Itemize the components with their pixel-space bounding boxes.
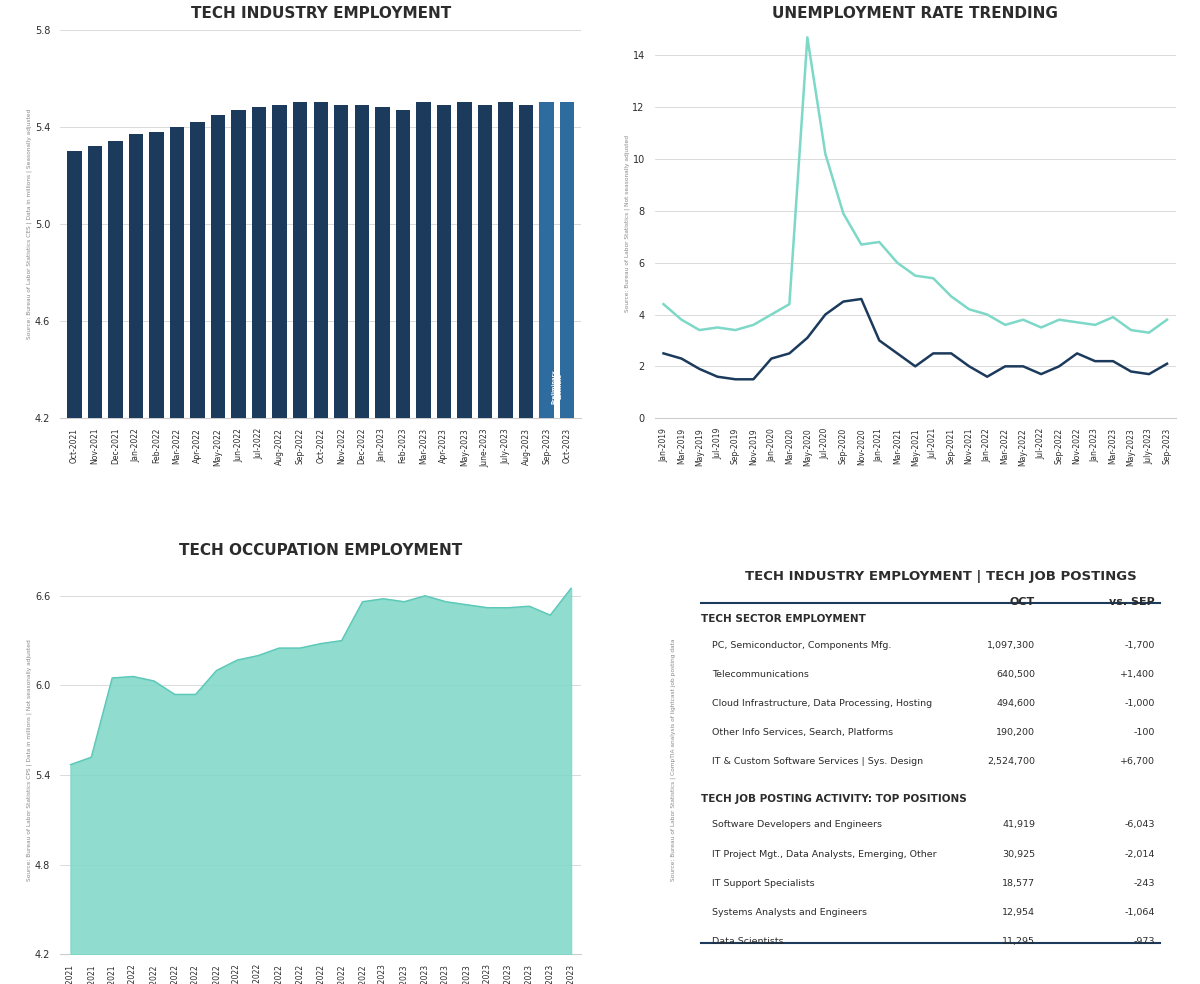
Text: +6,700: +6,700	[1120, 758, 1156, 767]
Bar	[252, 107, 266, 984]
Text: -2,014: -2,014	[1124, 849, 1156, 859]
Text: 640,500: 640,500	[996, 670, 1036, 679]
Text: IT & Custom Software Services | Sys. Design: IT & Custom Software Services | Sys. Des…	[712, 758, 923, 767]
Text: TECH INDUSTRY EMPLOYMENT | TECH JOB POSTINGS: TECH INDUSTRY EMPLOYMENT | TECH JOB POST…	[745, 570, 1138, 583]
Text: IT Support Specialists: IT Support Specialists	[712, 879, 815, 888]
Text: 190,200: 190,200	[996, 728, 1036, 737]
Bar	[128, 134, 143, 984]
Text: vs. SEP: vs. SEP	[1109, 597, 1156, 607]
Text: 41,919: 41,919	[1002, 821, 1036, 830]
Title: TECH INDUSTRY EMPLOYMENT: TECH INDUSTRY EMPLOYMENT	[191, 7, 451, 22]
Text: -1,000: -1,000	[1124, 699, 1156, 707]
Bar	[272, 105, 287, 984]
Text: Preliminary
Estimate: Preliminary Estimate	[552, 369, 563, 403]
Y-axis label: Source: Bureau of Labor Statistics | Not seasonally adjusted: Source: Bureau of Labor Statistics | Not…	[624, 136, 630, 312]
Text: TECH SECTOR EMPLOYMENT: TECH SECTOR EMPLOYMENT	[702, 614, 866, 625]
Bar	[211, 114, 226, 984]
Bar	[191, 122, 205, 984]
Text: 18,577: 18,577	[1002, 879, 1036, 888]
Bar	[149, 132, 163, 984]
Bar	[334, 105, 348, 984]
Bar	[376, 107, 390, 984]
Y-axis label: Source: Bureau of Labor Statistics CPS | Data in millions | Not seasonally adjus: Source: Bureau of Labor Statistics CPS |…	[26, 640, 32, 881]
Text: OCT: OCT	[1010, 597, 1036, 607]
Text: PC, Semiconductor, Components Mfg.: PC, Semiconductor, Components Mfg.	[712, 641, 892, 649]
Bar	[313, 102, 328, 984]
Bar	[478, 105, 492, 984]
Legend: Tech Occupation Rate, National Rate: Tech Occupation Rate, National Rate	[780, 0, 1051, 3]
Bar	[108, 142, 122, 984]
Bar	[355, 105, 368, 984]
Bar	[416, 102, 431, 984]
Title: TECH OCCUPATION EMPLOYMENT: TECH OCCUPATION EMPLOYMENT	[179, 543, 462, 558]
Title: UNEMPLOYMENT RATE TRENDING: UNEMPLOYMENT RATE TRENDING	[773, 7, 1058, 22]
Text: Telecommunications: Telecommunications	[712, 670, 809, 679]
Bar	[88, 146, 102, 984]
Bar	[170, 127, 185, 984]
Bar	[293, 102, 307, 984]
Bar	[540, 102, 553, 984]
Text: -243: -243	[1134, 879, 1156, 888]
Text: Data Scientists: Data Scientists	[712, 937, 784, 946]
Text: Systems Analysts and Engineers: Systems Analysts and Engineers	[712, 908, 866, 917]
Text: TECH JOB POSTING ACTIVITY: TOP POSITIONS: TECH JOB POSTING ACTIVITY: TOP POSITIONS	[702, 794, 967, 804]
Bar	[67, 151, 82, 984]
Bar	[232, 109, 246, 984]
Text: Software Developers and Engineers: Software Developers and Engineers	[712, 821, 882, 830]
Text: +1,400: +1,400	[1120, 670, 1156, 679]
Text: -6,043: -6,043	[1124, 821, 1156, 830]
Bar	[498, 102, 512, 984]
Text: -973: -973	[1134, 937, 1156, 946]
Bar	[560, 102, 575, 984]
Text: -100: -100	[1134, 728, 1156, 737]
Bar	[457, 102, 472, 984]
Text: IT Project Mgt., Data Analysts, Emerging, Other: IT Project Mgt., Data Analysts, Emerging…	[712, 849, 936, 859]
Text: 494,600: 494,600	[996, 699, 1036, 707]
Text: 1,097,300: 1,097,300	[988, 641, 1036, 649]
Y-axis label: Source: Bureau of Labor Statistics CES | Data in millions | Seasonally adjusted: Source: Bureau of Labor Statistics CES |…	[26, 108, 32, 338]
Text: 12,954: 12,954	[1002, 908, 1036, 917]
Text: -1,064: -1,064	[1124, 908, 1156, 917]
Text: 30,925: 30,925	[1002, 849, 1036, 859]
Text: 11,295: 11,295	[1002, 937, 1036, 946]
Text: Source: Bureau of Labor Statistics | CompTIA analysis of lightcast job posting d: Source: Bureau of Labor Statistics | Com…	[670, 639, 676, 882]
Bar	[518, 105, 533, 984]
Bar	[437, 105, 451, 984]
Bar	[396, 109, 410, 984]
Text: Cloud Infrastructure, Data Processing, Hosting: Cloud Infrastructure, Data Processing, H…	[712, 699, 932, 707]
Text: Other Info Services, Search, Platforms: Other Info Services, Search, Platforms	[712, 728, 893, 737]
Text: -1,700: -1,700	[1124, 641, 1156, 649]
Text: 2,524,700: 2,524,700	[988, 758, 1036, 767]
